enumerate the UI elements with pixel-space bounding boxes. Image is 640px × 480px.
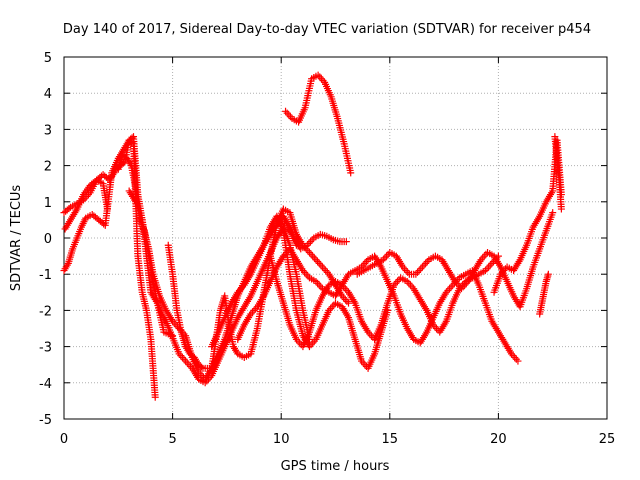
data-point [341,296,349,304]
data-point [415,267,423,275]
series-s14 [551,133,565,213]
series-s12 [353,209,557,311]
data-point [312,256,320,264]
data-point [65,205,73,213]
data-point [309,252,317,260]
data-point [406,281,414,289]
y-tick-label: -2 [39,304,52,319]
data-point [511,353,519,361]
y-tick-label: 2 [44,160,52,175]
y-tick-label: 1 [44,196,52,211]
y-axis: -5 -4 -3 -2 -1 0 1 2 3 4 5 [39,51,607,428]
data-point [557,205,565,213]
data-point [282,107,290,115]
data-point [198,363,206,371]
data-point [315,281,323,289]
data-point [178,353,186,361]
data-point [384,250,392,258]
data-point [418,263,426,271]
series-s8 [234,245,522,365]
data-point [485,263,493,271]
y-tick-label: -3 [39,341,52,356]
data-point [347,169,355,177]
series-s9 [266,252,502,351]
data-point [309,339,317,347]
data-point [322,267,330,275]
data-point [544,270,552,278]
series-s13 [490,136,565,296]
data-point [183,359,191,367]
data-point [512,355,520,363]
data-point [342,238,350,246]
data-point [285,111,293,119]
x-tick-label: 25 [599,432,616,447]
data-point [404,268,412,276]
series-s11 [282,71,355,177]
x-axis: 0 5 10 15 20 25 [60,57,615,447]
data-point [413,268,421,276]
data-point [307,250,315,258]
data-point [203,377,211,385]
x-tick-label: 0 [60,432,68,447]
data-point [180,355,188,363]
data-points [60,71,565,401]
data-point [514,357,522,365]
y-tick-label: 4 [44,87,52,102]
x-tick-label: 15 [382,432,399,447]
data-point [417,265,425,273]
data-point [250,306,258,314]
y-axis-label: SDTVAR / TECUs [9,185,24,292]
data-point [395,276,403,284]
data-point [283,109,291,117]
x-axis-label: GPS time / hours [281,459,390,474]
data-point [182,357,190,365]
data-point [185,361,193,369]
data-point [315,259,323,267]
data-point [486,261,494,269]
data-point [314,258,322,266]
data-point [343,297,351,305]
data-point [128,134,136,142]
data-point [420,261,428,269]
data-point [482,250,490,258]
data-point [151,393,159,401]
data-point [345,299,353,307]
data-point [361,259,369,267]
data-point [307,238,315,246]
y-tick-label: 5 [44,51,52,66]
y-tick-label: -5 [39,413,52,428]
data-point [330,301,338,309]
data-point [305,248,313,256]
y-tick-label: 0 [44,232,52,247]
data-point [317,261,325,269]
series-s15 [536,270,552,318]
x-tick-label: 5 [168,432,176,447]
data-point [318,263,326,271]
x-tick-label: 10 [273,432,290,447]
data-point [316,73,324,81]
data-point [402,267,410,275]
y-tick-label: -1 [39,268,52,283]
data-point [310,254,318,262]
data-point [302,270,310,278]
x-tick-label: 20 [490,432,507,447]
data-point [446,285,454,293]
y-tick-label: -4 [39,377,52,392]
data-point [320,265,328,273]
data-point [447,283,455,291]
y-tick-label: 3 [44,123,52,138]
series-s10 [277,216,350,253]
data-point [422,259,430,267]
chart-title: Day 140 of 2017, Sidereal Day-to-day VTE… [63,22,591,37]
data-point [488,259,496,267]
data-point [549,209,557,217]
